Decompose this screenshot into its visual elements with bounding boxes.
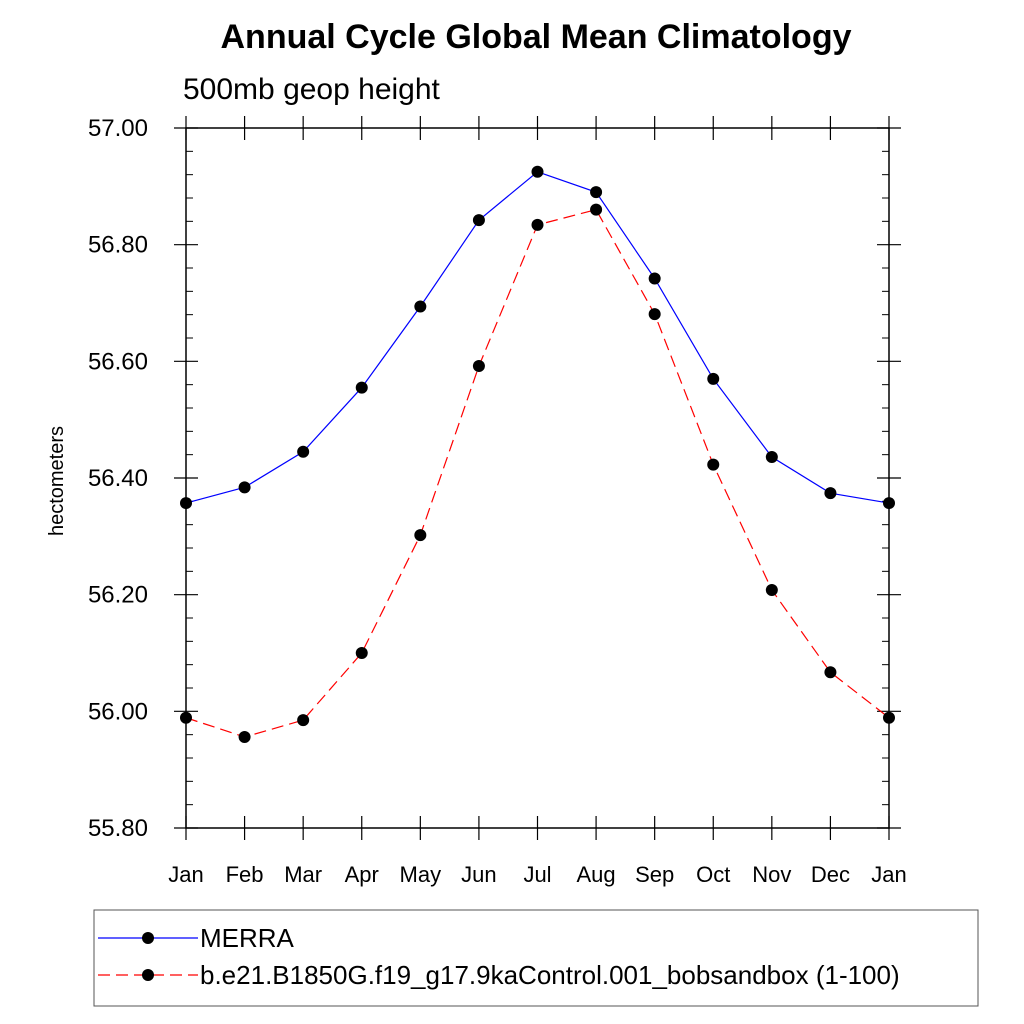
data-point — [590, 186, 603, 199]
legend-marker — [142, 969, 154, 981]
x-tick-label: Mar — [284, 862, 322, 887]
y-tick-label: 56.00 — [88, 698, 148, 725]
x-tick-label: Jan — [871, 862, 906, 887]
data-point — [472, 360, 485, 372]
data-point — [590, 203, 603, 216]
data-point — [648, 308, 661, 321]
legend-box — [93, 909, 979, 1007]
series-group — [180, 165, 895, 743]
data-point — [355, 647, 368, 659]
legend-label-1: b.e21.B1850G.f19_g17.9kaControl.001_bobs… — [200, 960, 900, 990]
data-point — [355, 381, 368, 394]
data-point — [531, 165, 544, 178]
data-point — [824, 487, 837, 500]
y-axis-label: hectometers — [46, 426, 68, 536]
data-point — [414, 300, 427, 313]
x-tick-label: Sep — [635, 862, 674, 887]
x-tick-label: Feb — [226, 862, 264, 887]
x-tick-label: Jul — [523, 862, 551, 887]
data-point — [238, 481, 251, 494]
data-point — [824, 666, 837, 679]
data-point — [297, 445, 310, 458]
x-tick-label: Apr — [345, 862, 379, 887]
data-point — [414, 529, 427, 542]
y-tick-label: 55.80 — [88, 815, 148, 842]
data-point — [297, 714, 310, 727]
legend-marker — [142, 932, 154, 944]
chart-subtitle: 500mb geop height — [183, 73, 441, 106]
x-tick-label: May — [400, 862, 442, 887]
chart-title: Annual Cycle Global Mean Climatology — [221, 18, 852, 56]
series-line-1 — [185, 208, 890, 738]
y-tick-label: 57.00 — [88, 115, 148, 142]
y-tick-label: 56.60 — [88, 348, 148, 375]
axes: Jan Feb Mar Apr May Jun Jul Aug Sep Oct Nov Dec Jan 5… — [88, 115, 907, 887]
y-tick-label: 56.80 — [88, 232, 148, 259]
legend-label-0: MERRA — [200, 923, 295, 953]
x-tick-label: Jan — [168, 862, 203, 887]
data-point — [531, 218, 544, 231]
x-tick-label: Oct — [696, 862, 730, 887]
data-point — [765, 451, 778, 463]
data-point — [883, 711, 895, 724]
legend: MERRA b.e21.B1850G.f19_g17.9kaControl.001… — [98, 923, 900, 990]
y-tick-label: 56.20 — [88, 582, 148, 609]
data-point — [472, 214, 485, 227]
x-tick-label: Dec — [811, 862, 850, 887]
data-point — [707, 372, 720, 385]
y-tick-label: 56.40 — [88, 465, 148, 492]
data-point — [180, 711, 192, 724]
x-tick-label: Jun — [461, 862, 496, 887]
data-point — [180, 497, 192, 510]
data-point — [648, 272, 661, 285]
data-point — [707, 458, 720, 471]
data-point — [765, 584, 778, 596]
x-tick-label: Aug — [577, 862, 616, 887]
data-point — [883, 497, 895, 510]
data-point — [238, 731, 251, 743]
x-tick-label: Nov — [752, 862, 791, 887]
